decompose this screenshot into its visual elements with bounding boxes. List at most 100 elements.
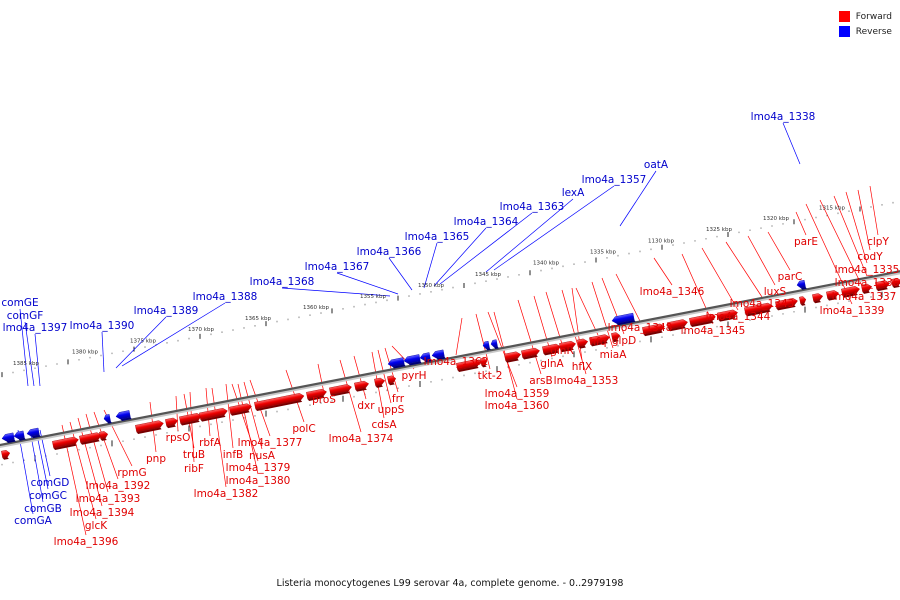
gene-depth [745, 309, 771, 317]
gene-features [1, 278, 900, 460]
forward-gene-label: hfq [589, 336, 606, 348]
forward-gene-label: rpmG [117, 467, 146, 479]
tick-label: 1315 kbp [819, 205, 845, 211]
forward-gene-label: parC [778, 271, 803, 283]
leader-line [19, 308, 29, 387]
forward-gene [521, 347, 540, 360]
leader-line [339, 359, 362, 433]
gene-depth [31, 434, 41, 439]
forward-gene-label: dxr [357, 400, 375, 412]
forward-gene [589, 334, 610, 347]
forward-gene-label: lmo4a_1348 [608, 322, 673, 334]
forward-gene-label: luxS [764, 286, 787, 298]
leader-line [795, 211, 807, 236]
forward-gene [79, 432, 102, 445]
gene-depth [776, 305, 796, 311]
gene-depth [6, 439, 16, 444]
forward-gene-label: lmo4a_1377 [238, 437, 303, 449]
gene-depth [230, 410, 250, 416]
gene-depth [375, 384, 383, 388]
gene-depth [424, 359, 432, 363]
tick-label: 1385 kbp [13, 361, 39, 367]
gene-depth [388, 382, 395, 386]
gene-arrow [115, 410, 131, 420]
forward-gene-label: codY [857, 251, 883, 263]
forward-gene [744, 302, 773, 317]
forward-gene [387, 375, 397, 386]
legend-forward-label: Forward [855, 11, 892, 22]
gene-arrow [875, 280, 891, 290]
leader-line [619, 170, 657, 227]
tick-label: 1325 kbp [706, 227, 732, 233]
legend-forward: Forward [838, 9, 892, 24]
gene-depth [800, 287, 807, 290]
lower-tick-track [1, 291, 894, 466]
forward-gene-label: lmo4a_1382 [194, 488, 259, 500]
gene-depth [522, 354, 538, 360]
gene-arrow [1, 450, 11, 459]
forward-gene-label: lmo4a_1360 [485, 400, 550, 412]
gene-arrow [387, 375, 397, 384]
gene-arrow [717, 309, 738, 321]
forward-gene-label: infB [223, 449, 243, 461]
leader-line [545, 291, 563, 345]
forward-gene-label: truB [183, 449, 205, 461]
gene-depth [892, 285, 900, 289]
forward-gene [841, 286, 860, 298]
forward-gene [1, 450, 11, 460]
tick-label: 1340 kbp [533, 261, 559, 267]
gene-arrow [52, 436, 79, 449]
gene-depth [590, 341, 608, 347]
forward-gene [165, 417, 179, 429]
gene-depth [616, 319, 636, 326]
gene-depth [827, 297, 837, 301]
gene-depth [560, 347, 574, 353]
gene-arrow [542, 343, 561, 354]
gene-depth [355, 387, 367, 392]
gene-arrow [354, 380, 370, 391]
forward-gene [229, 403, 252, 416]
reverse-gene-label: lmo4a_1364 [454, 216, 519, 228]
reverse-gene-label: lmo4a_1366 [357, 246, 422, 258]
leader-line [845, 191, 868, 264]
forward-gene-label: hflX [572, 361, 592, 373]
gene-arrow [387, 357, 405, 367]
gene-depth [643, 330, 663, 337]
gene-arrow [611, 332, 621, 341]
gene-arrow [504, 351, 521, 362]
gene-arrow [165, 417, 179, 427]
gene-depth [307, 396, 325, 401]
reverse-gene-label: oatA [644, 159, 669, 171]
gene-depth [392, 364, 406, 369]
leader-line [833, 195, 868, 277]
gene-depth [876, 287, 888, 292]
gene-depth [842, 293, 858, 298]
forward-gene [667, 319, 688, 332]
leader-line [121, 302, 226, 367]
gene-depth [255, 400, 303, 411]
gene-arrow [374, 377, 386, 387]
tick-label: 1350 kbp [418, 283, 444, 289]
gene-arrow [329, 384, 352, 395]
leader-line [725, 241, 763, 298]
leader-line [225, 383, 234, 449]
reverse-swatch [838, 26, 850, 37]
legend-reverse: Reverse [838, 24, 892, 39]
leader-line [575, 287, 599, 336]
forward-gene [799, 296, 807, 306]
gene-depth [408, 361, 422, 366]
reverse-gene-label: lmo4a_1397 [3, 322, 68, 334]
forward-gene [577, 338, 589, 349]
reverse-gene [431, 349, 446, 361]
leader-line [701, 247, 739, 311]
gene-arrow [841, 286, 860, 297]
gene-depth [690, 320, 714, 328]
gene-arrow [589, 334, 610, 345]
gene-arrow [456, 359, 481, 371]
reverse-gene [403, 354, 422, 366]
reverse-gene-label: lmo4a_1368 [250, 276, 315, 288]
forward-gene-label: nusA [249, 450, 276, 462]
forward-gene [875, 280, 891, 292]
leader-line [243, 381, 263, 450]
leader-line [29, 429, 44, 503]
